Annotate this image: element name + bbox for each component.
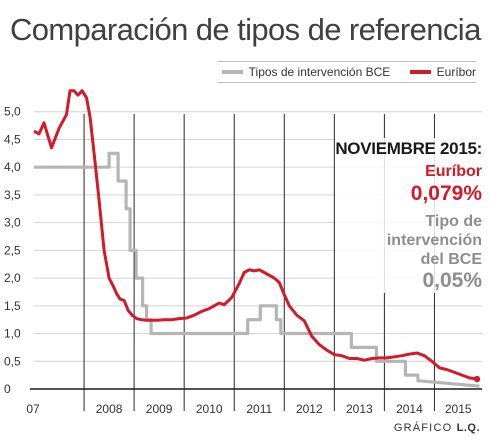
legend-label-bce: Tipos de intervención BCE (248, 65, 391, 79)
x-tick-label: 2008 (96, 402, 123, 416)
y-tick-label: 2,0 (4, 271, 21, 285)
x-tick-label: 2013 (346, 402, 373, 416)
y-tick-label: 4,0 (4, 160, 21, 174)
annotation-euribor-label: Euríbor (425, 163, 482, 180)
y-tick-label: 0,5 (4, 354, 21, 368)
annotation-bce-label-3: del BCE (420, 251, 482, 268)
chart-legend: Tipos de intervención BCE Euríbor (218, 61, 476, 83)
annotation-heading: NOVIEMBRE 2015: (335, 139, 482, 158)
x-tick-label: 07 (26, 402, 40, 416)
legend-swatch-bce (222, 70, 243, 74)
y-tick-label: 4,5 (4, 132, 21, 146)
annotation-euribor-value: 0,079% (410, 182, 482, 205)
chart-credit: GRÁFICO L.Q. (394, 422, 480, 434)
credit-author: L.Q. (456, 422, 480, 434)
y-tick-label: 3,0 (4, 216, 21, 230)
y-tick-label: 1,5 (4, 299, 21, 313)
y-tick-label: 0 (4, 382, 11, 396)
annotation-bce-value: 0,05% (422, 269, 482, 292)
annotation-bce-label-2: intervención (386, 232, 482, 249)
x-tick-label: 2015 (445, 402, 472, 416)
x-tick-label: 2010 (196, 402, 223, 416)
legend-swatch-euribor (410, 70, 431, 74)
x-tick-label: 2014 (396, 402, 423, 416)
series-line-bce (34, 151, 480, 388)
legend-label-euribor: Euríbor (436, 65, 476, 79)
y-tick-label: 1,0 (4, 327, 21, 341)
x-tick-label: 2012 (296, 402, 323, 416)
series-layer (33, 89, 481, 388)
credit-prefix: GRÁFICO (393, 422, 453, 434)
annotation-bce-label-1: Tipo de (425, 213, 482, 230)
annotation-box: NOVIEMBRE 2015: Euríbor 0,079% Tipo de i… (335, 138, 482, 293)
y-tick-label: 3,5 (4, 188, 21, 202)
x-tick-label: 2009 (146, 402, 173, 416)
series-line-euribor (33, 89, 478, 381)
x-tick-labels: 07 2008 2009 2010 2011 2012 2013 2014 2015 (26, 402, 472, 416)
y-tick-label: 5,0 (4, 105, 21, 119)
y-tick-label: 2,5 (4, 243, 21, 257)
chart-title: Comparación de tipos de referencia (10, 12, 481, 47)
euribor-end-point (473, 375, 481, 383)
y-tick-labels: 0 0,5 1,0 1,5 2,0 2,5 3,0 3,5 4,0 4,5 5,0 (4, 105, 21, 396)
x-tick-label: 2011 (246, 402, 272, 416)
